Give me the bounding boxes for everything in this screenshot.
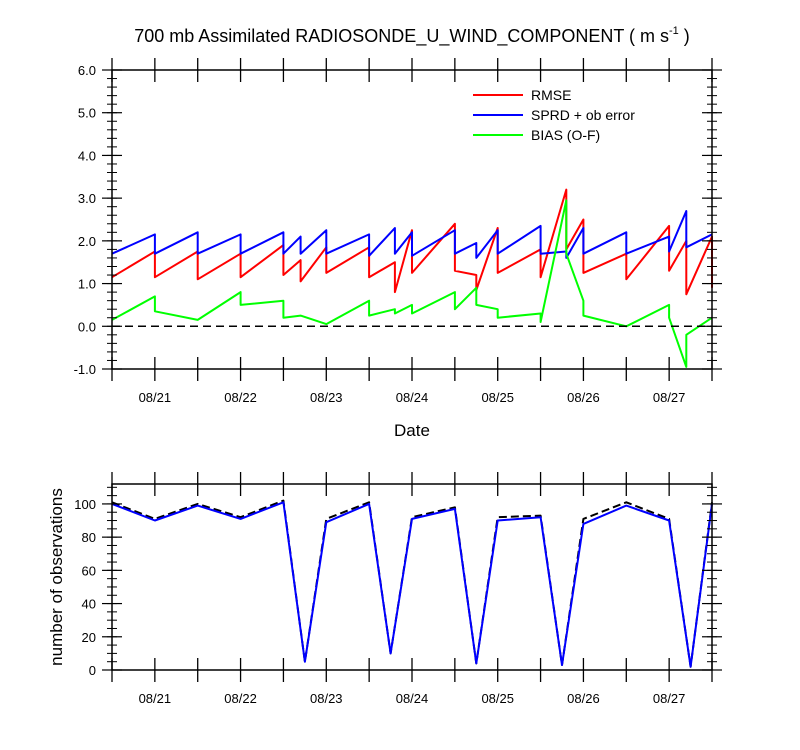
x-tick-label: 08/23 [310, 390, 343, 405]
legend-label: SPRD + ob error [531, 107, 635, 123]
chart-title: 700 mb Assimilated RADIOSONDE_U_WIND_COM… [134, 25, 690, 47]
x-tick-label: 08/22 [224, 691, 257, 706]
series-line-bias-o-f [111, 199, 713, 368]
legend: RMSE SPRD + ob error BIAS (O-F) [473, 87, 635, 143]
x-tick-label: 08/26 [567, 691, 600, 706]
y-tick-label: 60 [82, 563, 96, 578]
x-tick-label: 08/22 [224, 390, 257, 405]
y-tick-label: 100 [74, 497, 96, 512]
legend-label: BIAS (O-F) [531, 127, 600, 143]
x-axis-label: Date [394, 421, 430, 440]
y-axis-label: number of observations [47, 488, 66, 666]
x-tick-label: 08/25 [481, 691, 514, 706]
x-tick-label: 08/27 [653, 390, 686, 405]
y-tick-label: 80 [82, 530, 96, 545]
series-line-sprd-ob-error [111, 210, 713, 259]
series-line-possible-observations [111, 499, 713, 668]
legend-label: RMSE [531, 87, 571, 103]
y-tick-label: 2.0 [78, 234, 96, 249]
y-tick-label: 6.0 [78, 63, 96, 78]
top-ticks-group: 08/21 08/22 08/23 08/24 08/25 08/26 08/27 -1.0 0… [74, 58, 722, 405]
y-tick-label: -1.0 [74, 362, 96, 377]
y-tick-label: 5.0 [78, 106, 96, 121]
series-line-assimilated-observations [111, 501, 713, 668]
x-tick-label: 08/21 [139, 390, 172, 405]
x-tick-label: 08/24 [396, 390, 429, 405]
y-tick-label: 1.0 [78, 277, 96, 292]
bottom-plot-frame [111, 483, 713, 671]
y-tick-label: 20 [82, 630, 96, 645]
bottom-ticks-group: 08/21 08/22 08/23 08/24 08/25 08/26 08/27 0 20 40… [74, 472, 722, 706]
x-tick-label: 08/27 [653, 691, 686, 706]
x-tick-label: 08/25 [481, 390, 514, 405]
y-tick-label: 0 [89, 663, 96, 678]
bottom-series-group [111, 499, 713, 668]
x-tick-label: 08/24 [396, 691, 429, 706]
y-tick-label: 4.0 [78, 148, 96, 163]
x-tick-label: 08/26 [567, 390, 600, 405]
top-series-group [111, 188, 713, 368]
y-tick-label: 3.0 [78, 191, 96, 206]
top-panel: 08/21 08/22 08/23 08/24 08/25 08/26 08/27 -1.0 0… [74, 58, 722, 440]
bottom-panel: 08/21 08/22 08/23 08/24 08/25 08/26 08/27 0 20 40… [47, 472, 722, 706]
x-tick-label: 08/23 [310, 691, 343, 706]
series-line-rmse [111, 188, 713, 296]
y-tick-label: 0.0 [78, 319, 96, 334]
y-tick-label: 40 [82, 597, 96, 612]
x-tick-label: 08/21 [139, 691, 172, 706]
